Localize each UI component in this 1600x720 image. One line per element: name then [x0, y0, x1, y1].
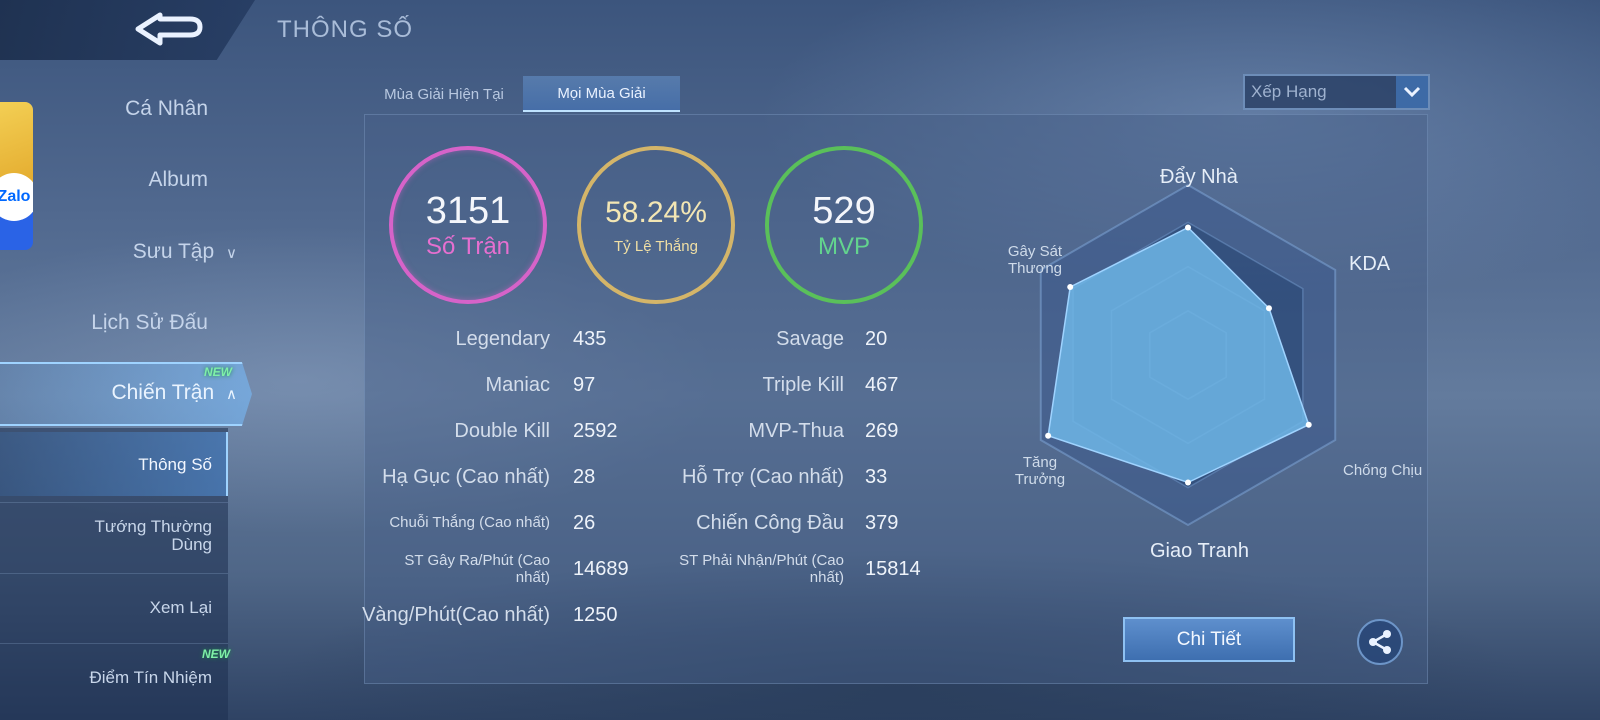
- radar-label-push: Đẩy Nhà: [1160, 166, 1238, 188]
- stat-label-maniac: Maniac: [485, 374, 550, 396]
- mode-dropdown[interactable]: Xếp Hạng: [1243, 74, 1430, 110]
- stat-label-win-streak-max: Chuỗi Thắng (Cao nhất): [389, 514, 550, 531]
- stat-label-legendary: Legendary: [455, 328, 550, 350]
- stat-label-damage-dealt-per-min: ST Gây Ra/Phút (Cao nhất): [404, 552, 550, 586]
- zalo-logo: Zalo: [0, 173, 33, 221]
- stat-value-gold-per-min: 1250: [573, 604, 618, 626]
- sidebar-subitem-label: Thông Số: [138, 455, 212, 474]
- sidebar-item-album[interactable]: Album: [0, 168, 208, 192]
- stat-label-first-blood: Chiến Công Đầu: [696, 512, 844, 534]
- sidebar-subitem-label: Tướng Thường Dùng: [94, 517, 212, 554]
- detail-button-label: Chi Tiết: [1176, 628, 1242, 650]
- sidebar-active-highlight: [0, 362, 252, 426]
- stat-value-kills-max: 28: [573, 466, 596, 488]
- sidebar-subitem-stats[interactable]: Thông Số: [0, 455, 212, 475]
- detail-button[interactable]: Chi Tiết: [1123, 617, 1295, 662]
- tab-current-season[interactable]: Mùa Giải Hiện Tại: [370, 76, 518, 112]
- radar-chart: [1039, 183, 1337, 527]
- winrate-ring: 58.24% Tỷ Lệ Thắng: [577, 146, 735, 304]
- tab-label: Mọi Mùa Giải: [557, 84, 646, 102]
- stat-value-savage: 20: [865, 328, 888, 350]
- winrate-label: Tỷ Lệ Thắng: [614, 237, 698, 255]
- sidebar-item-label: Cá Nhân: [125, 97, 208, 120]
- stat-value-double-kill: 2592: [573, 420, 618, 442]
- radar-data-point: [1265, 305, 1272, 312]
- chevron-down-icon[interactable]: [1396, 76, 1428, 108]
- matches-count: 3151: [425, 189, 511, 232]
- stat-value-legendary: 435: [573, 328, 607, 350]
- new-badge: NEW: [204, 365, 232, 379]
- stat-value-maniac: 97: [573, 374, 596, 396]
- sidebar-item-label: Chiến Trận: [111, 381, 215, 404]
- matches-ring: 3151 Số Trận: [389, 146, 547, 304]
- radar-data-point: [1185, 479, 1191, 486]
- dropdown-selected-value: Xếp Hạng: [1251, 82, 1327, 101]
- share-button[interactable]: [1357, 619, 1403, 665]
- radar-data-point: [1185, 224, 1191, 231]
- sidebar-item-label: Sưu Tập: [132, 240, 215, 263]
- sidebar-item-collection[interactable]: Sưu Tập ∨: [0, 240, 237, 264]
- stat-value-damage-taken-per-min: 15814: [865, 558, 921, 580]
- stat-value-triple-kill: 467: [865, 374, 899, 396]
- page-title: THÔNG SỐ: [277, 16, 414, 43]
- stat-label-triple-kill: Triple Kill: [762, 374, 845, 396]
- tab-all-seasons[interactable]: Mọi Mùa Giải: [523, 76, 680, 112]
- stat-value-win-streak-max: 26: [573, 512, 596, 534]
- radar-label-teamfight: Giao Tranh: [1150, 540, 1249, 562]
- back-button[interactable]: [120, 6, 220, 56]
- mvp-ring: 529 MVP: [765, 146, 923, 304]
- back-arrow-icon: [135, 12, 203, 46]
- sidebar-subitem-replay[interactable]: Xem Lại: [0, 598, 212, 618]
- chevron-up-icon: ∧: [226, 386, 237, 403]
- stat-value-assists-max: 33: [865, 466, 888, 488]
- sidebar-item-label: Lịch Sử Đấu: [91, 311, 208, 334]
- new-badge: NEW: [202, 647, 230, 661]
- sidebar-item-label: Album: [148, 168, 208, 191]
- stat-label-damage-taken-per-min: ST Phải Nhận/Phút (Cao nhất): [679, 552, 844, 586]
- stat-label-assists-max: Hỗ Trợ (Cao nhất): [681, 466, 844, 488]
- stat-label-gold-per-min: Vàng/Phút(Cao nhất): [362, 604, 550, 626]
- sidebar-subitem-active-highlight: [0, 432, 228, 496]
- stat-value-first-blood: 379: [865, 512, 899, 534]
- radar-label-growth: Tăng Trưởng: [1014, 454, 1066, 488]
- sidebar-item-personal[interactable]: Cá Nhân: [0, 97, 208, 121]
- sidebar-subitem-credit-score[interactable]: Điểm Tín Nhiệm: [0, 668, 213, 688]
- divider: [0, 643, 228, 644]
- sidebar-item-match-history[interactable]: Lịch Sử Đấu: [0, 311, 208, 335]
- sidebar-subitem-label: Xem Lại: [149, 598, 212, 617]
- radar-label-tankiness: Chống Chịu: [1343, 462, 1423, 479]
- stat-value-mvp-lose: 269: [865, 420, 899, 442]
- winrate-value: 58.24%: [605, 195, 707, 229]
- tab-label: Mùa Giải Hiện Tại: [384, 85, 504, 103]
- mvp-label: MVP: [817, 232, 870, 260]
- stat-value-damage-dealt-per-min: 14689: [573, 558, 629, 580]
- divider: [0, 502, 228, 503]
- radar-data-point: [1305, 421, 1312, 428]
- divider: [0, 573, 228, 574]
- stat-label-mvp-lose: MVP-Thua: [748, 420, 844, 442]
- stat-label-savage: Savage: [776, 328, 844, 350]
- radar-data-point: [1067, 284, 1074, 290]
- top-bar-background: [0, 0, 255, 60]
- chevron-down-icon: ∨: [226, 245, 237, 262]
- radar-data-point: [1045, 432, 1052, 439]
- zalo-floating-bubble[interactable]: Zalo: [0, 102, 33, 250]
- matches-label: Số Trận: [425, 232, 511, 260]
- mvp-count: 529: [812, 189, 876, 232]
- sidebar-subitem-label: Điểm Tín Nhiệm: [89, 668, 213, 687]
- sidebar-item-battle[interactable]: Chiến Trận ∧: [0, 381, 237, 405]
- stat-label-kills-max: Hạ Gục (Cao nhất): [382, 466, 550, 488]
- stat-label-double-kill: Double Kill: [454, 420, 550, 442]
- radar-label-damage: Gây Sát Thương: [1007, 243, 1063, 277]
- sidebar-subitem-common-heroes[interactable]: Tướng Thường Dùng: [0, 518, 212, 554]
- radar-label-kda: KDA: [1349, 253, 1391, 275]
- share-icon: [1369, 630, 1391, 654]
